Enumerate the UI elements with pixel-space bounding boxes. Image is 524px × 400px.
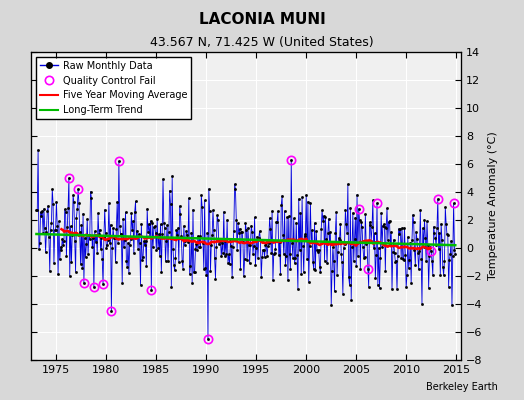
Text: Berkeley Earth: Berkeley Earth bbox=[426, 382, 498, 392]
Legend: Raw Monthly Data, Quality Control Fail, Five Year Moving Average, Long-Term Tren: Raw Monthly Data, Quality Control Fail, … bbox=[36, 57, 191, 119]
Y-axis label: Temperature Anomaly (°C): Temperature Anomaly (°C) bbox=[488, 132, 498, 280]
Text: 43.567 N, 71.425 W (United States): 43.567 N, 71.425 W (United States) bbox=[150, 36, 374, 49]
Text: LACONIA MUNI: LACONIA MUNI bbox=[199, 12, 325, 27]
